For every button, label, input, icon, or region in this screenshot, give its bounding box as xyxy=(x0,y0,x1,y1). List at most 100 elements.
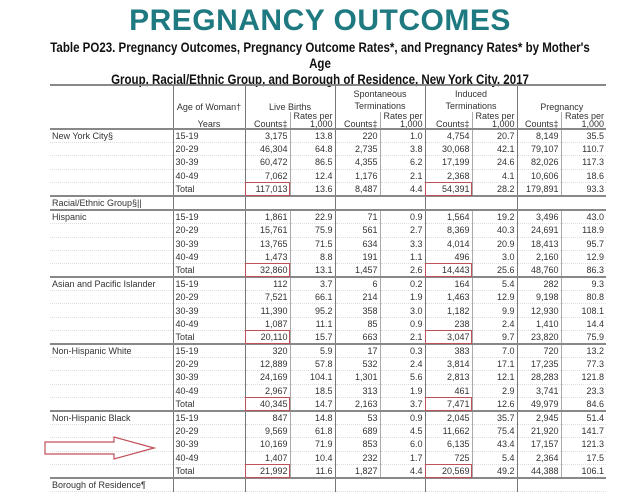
spontaneous-count: 214 xyxy=(334,290,380,305)
induced-count: 164 xyxy=(424,277,472,292)
spontaneous-rate: 3.3 xyxy=(379,237,425,251)
live-births-count: 1,473 xyxy=(244,250,290,264)
live-births-count: 7,521 xyxy=(244,290,290,305)
table-row: 30-39 13,765 71.5 634 3.3 4,014 20.9 18,413 95.7 xyxy=(50,237,607,251)
live-births-rate: 11.1 xyxy=(289,317,335,331)
table-row: Non-Hispanic White 15-19 320 5.9 17 0.3 383 7.0… xyxy=(50,344,607,359)
pregnancy-count: 28,283 xyxy=(516,370,562,385)
table-row: 30-39 60,472 86.5 4,355 6.2 17,199 24.6 82,026 1… xyxy=(50,155,607,170)
live-births-rate: 13.8 xyxy=(289,129,335,144)
table-row: Hispanic 15-19 1,861 22.9 71 0.9 1,564 19.2 3,49… xyxy=(50,210,607,225)
age-group: 15-19 xyxy=(172,210,245,225)
age-group: 20-29 xyxy=(172,142,245,157)
induced-rate: 35.7 xyxy=(471,410,518,426)
group-label: Asian and Pacific Islander xyxy=(50,277,173,292)
rates-header: Rates per 1,000 xyxy=(471,112,518,130)
live-births-rate: 57.8 xyxy=(289,357,335,372)
live-births-rate: 5.9 xyxy=(289,344,335,359)
induced-count: 2,368 xyxy=(424,169,472,183)
induced-count-highlighted: 14,443 xyxy=(424,263,472,279)
pregnancy-rate: 117.3 xyxy=(560,155,607,170)
table-row: Total 20,110 15.7 663 2.1 3,047 9.7 23,820 75.9 xyxy=(50,330,607,345)
live-births-count: 2,967 xyxy=(244,384,290,398)
live-births-rate: 64.8 xyxy=(289,142,335,157)
induced-count: 461 xyxy=(424,384,472,398)
age-group: 40-49 xyxy=(172,250,245,264)
pregnancy-count: 3,496 xyxy=(516,210,562,225)
group-label: Non-Hispanic Black xyxy=(50,410,173,426)
pregnancy-count: 179,891 xyxy=(516,182,562,197)
live-births-count: 320 xyxy=(244,344,290,359)
pregnancy-count: 282 xyxy=(516,277,562,292)
table-row: 40-49 7,062 12.4 1,176 2.1 2,368 4.1 10,606 18.6 xyxy=(50,169,607,183)
spontaneous-rate: 2.1 xyxy=(379,169,425,183)
spontaneous-count: 561 xyxy=(334,223,380,238)
caption-line-2: Group, Racial/Ethnic Group, and Borough … xyxy=(111,72,529,87)
induced-rate: 9.9 xyxy=(471,303,518,318)
live-births-rate: 13.1 xyxy=(289,263,335,279)
table-row: 30-39 11,390 95.2 358 3.0 1,182 9.9 12,930 108.1 xyxy=(50,303,607,318)
age-group: 30-39 xyxy=(172,370,245,385)
age-header: Age of Woman† xyxy=(172,84,245,112)
spontaneous-count: 4,355 xyxy=(334,155,380,170)
pregnancy-rate: 51.4 xyxy=(560,410,607,426)
pregnancy-rate: 121.8 xyxy=(560,370,607,385)
spontaneous-count: 1,827 xyxy=(334,464,380,479)
spontaneous-count: 220 xyxy=(334,129,380,144)
induced-count-highlighted: 20,569 xyxy=(424,464,472,479)
pregnancy-count: 17,157 xyxy=(516,437,562,452)
table-row: 20-29 46,304 64.8 2,735 3.8 30,068 42.1 79,107 1… xyxy=(50,142,607,157)
pregnancy-count: 48,760 xyxy=(516,263,562,279)
pregnancy-rate: 13.2 xyxy=(560,344,607,359)
pregnancy-rate: 84.6 xyxy=(560,397,607,412)
induced-rate: 2.4 xyxy=(471,317,518,331)
induced-count: 725 xyxy=(424,451,472,465)
pregnancy-count: 2,945 xyxy=(516,410,562,426)
table-row: Total 32,860 13.1 1,457 2.6 14,443 25.6 48,760 8… xyxy=(50,263,607,279)
live-births-count: 7,062 xyxy=(244,169,290,183)
live-births-count: 10,169 xyxy=(244,437,290,452)
spontaneous-count: 313 xyxy=(334,384,380,398)
age-group: 15-19 xyxy=(172,277,245,292)
pregnancy-count: 10,606 xyxy=(516,169,562,183)
induced-count: 383 xyxy=(424,344,472,359)
live-births-count: 46,304 xyxy=(244,142,290,157)
counts-header: Counts‡ xyxy=(244,112,290,130)
induced-rate: 75.4 xyxy=(471,424,518,439)
live-births-rate: 15.7 xyxy=(289,330,335,345)
live-births-count: 24,169 xyxy=(244,370,290,385)
pregnancy-rate: 86.3 xyxy=(560,263,607,279)
age-group: 30-39 xyxy=(172,155,245,170)
spontaneous-rate: 0.9 xyxy=(379,410,425,426)
induced-count: 6,135 xyxy=(424,437,472,452)
pregnancy-count: 12,930 xyxy=(516,303,562,318)
pregnancy-count: 18,413 xyxy=(516,237,562,251)
pregnancy-rate: 9.3 xyxy=(560,277,607,292)
spontaneous-rate: 1.9 xyxy=(379,384,425,398)
spontaneous-header: Spontaneous Terminations xyxy=(334,84,425,112)
live-births-rate: 75.9 xyxy=(289,223,335,238)
spontaneous-count: 2,163 xyxy=(334,397,380,412)
live-births-rate: 14.7 xyxy=(289,397,335,412)
live-births-count: 11,390 xyxy=(244,303,290,318)
induced-count: 8,369 xyxy=(424,223,472,238)
pregnancy-rate: 108.1 xyxy=(560,303,607,318)
header-row-1: Age of Woman† Live Births Spontaneous Te… xyxy=(50,84,607,112)
spontaneous-rate: 2.4 xyxy=(379,357,425,372)
table-row: 40-49 1,087 11.1 85 0.9 238 2.4 1,410 14.4 xyxy=(50,317,607,331)
pregnancy-rate: 23.3 xyxy=(560,384,607,398)
table-row: Non-Hispanic Black 15-19 847 14.8 53 0.9 2,045… xyxy=(50,410,607,426)
pregnancy-rate: 118.9 xyxy=(560,223,607,238)
live-births-rate: 104.1 xyxy=(289,370,335,385)
age-group: 30-39 xyxy=(172,437,245,452)
induced-count: 30,068 xyxy=(424,142,472,157)
spontaneous-rate: 0.3 xyxy=(379,344,425,359)
pregnancy-count: 2,160 xyxy=(516,250,562,264)
age-group: Total xyxy=(172,263,245,279)
spontaneous-count: 853 xyxy=(334,437,380,452)
induced-count: 1,182 xyxy=(424,303,472,318)
pregnancy-count: 17,235 xyxy=(516,357,562,372)
spontaneous-rate: 1.9 xyxy=(379,290,425,305)
age-group: 40-49 xyxy=(172,384,245,398)
age-group: Total xyxy=(172,464,245,479)
